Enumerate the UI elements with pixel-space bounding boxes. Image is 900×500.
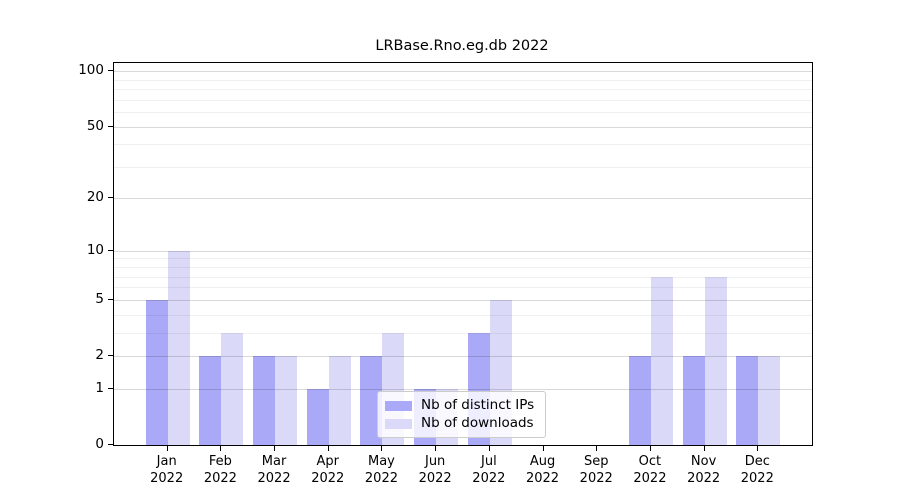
x-tick-mark-mar xyxy=(274,446,276,451)
gridline-minor-9 xyxy=(114,258,812,260)
gridline-50 xyxy=(114,126,812,128)
x-tick-label-dec: Dec 2022 xyxy=(740,454,774,486)
x-tick-mark-dec xyxy=(757,446,759,451)
bar-downloads-jan xyxy=(167,250,190,445)
gridline-minor-70 xyxy=(114,99,812,101)
y-tick-label-1: 1 xyxy=(95,379,104,396)
gridline-minor-3 xyxy=(114,332,812,334)
bar-ips-dec xyxy=(736,356,759,445)
y-tick-label-2: 2 xyxy=(95,347,104,363)
y-tick-label-10: 10 xyxy=(86,241,104,258)
legend-swatch-downloads xyxy=(385,418,412,429)
x-tick-mark-jul xyxy=(488,446,490,451)
bar-downloads-dec xyxy=(758,356,781,445)
gridline-minor-40 xyxy=(114,144,812,146)
y-tick-label-50: 50 xyxy=(86,117,104,134)
y-tick-mark-50 xyxy=(108,125,113,127)
bar-ips-jan xyxy=(145,299,168,445)
bar-ips-apr xyxy=(306,388,329,445)
x-tick-mark-aug xyxy=(542,446,544,451)
gridline-minor-6 xyxy=(114,287,812,289)
bar-downloads-mar xyxy=(275,356,298,445)
bar-downloads-apr xyxy=(328,356,351,445)
bar-downloads-feb xyxy=(221,332,244,445)
x-tick-mark-may xyxy=(381,446,383,451)
y-tick-mark-0 xyxy=(108,444,113,445)
y-tick-mark-100 xyxy=(108,70,113,72)
y-tick-label-0: 0 xyxy=(95,436,104,452)
gridline-minor-80 xyxy=(114,89,812,91)
gridline-10 xyxy=(114,250,812,252)
gridline-minor-30 xyxy=(114,166,812,168)
legend: Nb of distinct IPs Nb of downloads xyxy=(377,391,546,438)
gridline-1 xyxy=(114,388,812,390)
x-tick-mark-feb xyxy=(220,446,222,451)
x-tick-label-apr: Apr 2022 xyxy=(311,454,345,486)
bar-ips-feb xyxy=(199,356,222,445)
gridline-2 xyxy=(114,356,812,357)
gridline-minor-8 xyxy=(114,267,812,269)
legend-label-downloads: Nb of downloads xyxy=(421,415,534,431)
y-tick-label-5: 5 xyxy=(95,290,104,307)
plot-area xyxy=(113,62,813,446)
x-tick-label-aug: Aug 2022 xyxy=(525,454,560,486)
legend-item-downloads: Nb of downloads xyxy=(385,415,537,432)
x-tick-label-nov: Nov 2022 xyxy=(687,454,721,486)
bar-ips-may xyxy=(360,356,383,445)
y-tick-mark-2 xyxy=(108,355,113,356)
x-tick-mark-nov xyxy=(703,446,705,451)
legend-label-distinct-ips: Nb of distinct IPs xyxy=(421,397,535,413)
x-tick-mark-oct xyxy=(649,446,651,451)
x-tick-label-jun: Jun 2022 xyxy=(418,454,452,486)
legend-item-distinct-ips: Nb of distinct IPs xyxy=(385,397,537,414)
x-tick-mark-sep xyxy=(596,446,598,451)
x-tick-label-jul: Jul 2022 xyxy=(472,454,506,486)
bar-downloads-oct xyxy=(650,276,673,445)
bar-ips-mar xyxy=(253,356,276,445)
y-tick-mark-10 xyxy=(108,249,113,251)
y-tick-mark-5 xyxy=(108,298,113,300)
x-tick-mark-jan xyxy=(166,446,168,451)
x-tick-label-feb: Feb 2022 xyxy=(203,454,237,486)
y-tick-label-20: 20 xyxy=(86,189,104,206)
gridline-5 xyxy=(114,299,812,301)
y-tick-mark-20 xyxy=(108,197,113,199)
bar-ips-oct xyxy=(628,356,651,445)
y-tick-mark-1 xyxy=(108,387,113,389)
x-tick-label-oct: Oct 2022 xyxy=(633,454,667,486)
bar-downloads-nov xyxy=(704,276,727,445)
x-tick-mark-jun xyxy=(435,446,437,451)
y-tick-label-100: 100 xyxy=(78,62,104,79)
x-tick-label-jan: Jan 2022 xyxy=(150,454,184,486)
chart-title: LRBase.Rno.eg.db 2022 xyxy=(375,38,549,54)
gridline-minor-60 xyxy=(114,112,812,114)
x-tick-mark-apr xyxy=(327,446,329,451)
x-tick-label-sep: Sep 2022 xyxy=(579,454,613,486)
legend-swatch-distinct-ips xyxy=(385,400,412,411)
gridline-minor-4 xyxy=(114,314,812,316)
gridline-20 xyxy=(114,198,812,200)
gridline-minor-7 xyxy=(114,276,812,278)
x-tick-label-may: May 2022 xyxy=(364,454,398,486)
gridline-minor-90 xyxy=(114,79,812,81)
gridline-100 xyxy=(114,71,812,73)
bar-ips-nov xyxy=(682,356,705,445)
x-tick-label-mar: Mar 2022 xyxy=(257,454,291,486)
